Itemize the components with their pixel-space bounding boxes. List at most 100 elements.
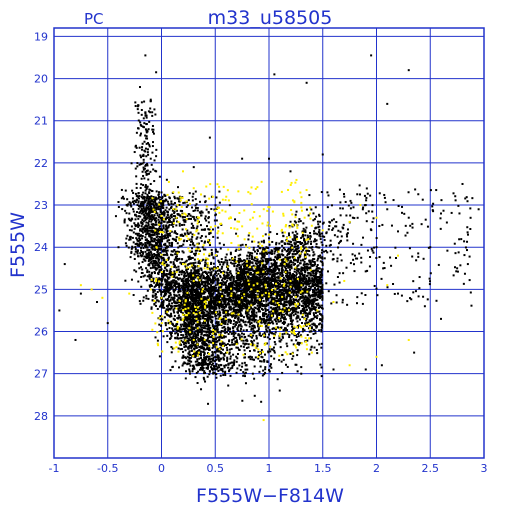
star-point xyxy=(238,307,241,310)
star-point xyxy=(234,342,237,345)
star-point xyxy=(294,312,297,315)
star-point xyxy=(196,313,199,316)
star-point xyxy=(195,334,198,337)
star-point xyxy=(260,290,263,293)
star-point xyxy=(148,213,151,216)
star-point xyxy=(223,353,226,356)
star-point xyxy=(163,200,166,203)
star-point xyxy=(185,304,188,307)
star-point xyxy=(212,325,215,328)
star-point xyxy=(312,328,315,331)
star-point xyxy=(231,285,234,288)
star-point xyxy=(208,316,211,319)
star-point xyxy=(235,321,238,324)
star-point xyxy=(257,329,260,332)
star-point xyxy=(142,296,145,299)
star-point xyxy=(161,197,164,200)
star-point xyxy=(213,273,216,276)
star-point xyxy=(210,336,213,339)
star-point xyxy=(196,284,199,287)
star-point xyxy=(209,336,212,339)
star-point xyxy=(146,256,149,259)
star-point xyxy=(250,356,253,359)
star-point xyxy=(257,323,260,326)
star-point xyxy=(168,276,171,279)
star-point xyxy=(206,306,209,309)
star-point xyxy=(178,287,181,290)
star-point xyxy=(279,346,282,349)
star-point xyxy=(134,213,137,216)
star-point xyxy=(143,229,146,232)
star-point xyxy=(227,384,230,387)
star-point xyxy=(198,349,201,352)
star-point xyxy=(149,261,152,264)
star-point xyxy=(204,360,207,363)
star-point xyxy=(177,314,180,317)
star-point xyxy=(292,292,295,295)
star-point xyxy=(207,290,210,293)
star-point xyxy=(207,285,210,288)
star-point xyxy=(181,250,184,253)
star-point xyxy=(273,336,276,339)
star-point xyxy=(219,350,222,353)
star-point xyxy=(261,356,264,359)
star-point xyxy=(154,297,157,300)
star-point xyxy=(257,319,260,322)
star-point xyxy=(150,255,153,258)
star-point xyxy=(151,295,154,298)
star-point xyxy=(315,267,318,270)
star-point xyxy=(165,249,168,252)
star-point xyxy=(189,243,192,246)
star-point xyxy=(181,328,184,331)
star-point xyxy=(134,248,137,251)
star-point xyxy=(269,314,272,317)
star-point xyxy=(223,277,226,280)
star-point xyxy=(200,279,203,282)
star-point xyxy=(250,289,253,292)
star-point xyxy=(214,333,217,336)
star-point xyxy=(171,366,174,369)
star-point xyxy=(219,314,222,317)
star-point xyxy=(199,293,202,296)
star-point xyxy=(205,208,208,211)
star-point xyxy=(226,359,229,362)
star-point xyxy=(193,258,196,261)
star-point xyxy=(156,214,159,217)
star-point xyxy=(204,288,207,291)
star-point xyxy=(166,269,169,272)
star-point xyxy=(135,237,138,240)
star-point xyxy=(171,237,174,240)
star-point xyxy=(161,283,164,286)
star-point xyxy=(197,242,200,245)
star-point xyxy=(208,332,211,335)
star-point xyxy=(140,285,143,288)
star-point xyxy=(193,367,196,370)
star-point xyxy=(180,343,183,346)
star-point xyxy=(179,261,182,264)
star-point xyxy=(176,333,179,336)
star-point xyxy=(161,211,164,214)
star-point xyxy=(183,273,186,276)
star-point xyxy=(247,334,250,337)
star-point xyxy=(200,364,203,367)
star-point xyxy=(212,235,215,238)
star-point xyxy=(251,275,254,278)
star-point xyxy=(210,357,213,360)
star-point xyxy=(292,314,295,317)
star-point xyxy=(248,263,251,266)
star-point xyxy=(147,202,150,205)
star-point xyxy=(290,274,293,277)
star-point xyxy=(182,356,185,359)
star-point xyxy=(206,225,209,228)
star-point xyxy=(285,291,288,294)
star-point xyxy=(297,282,300,285)
star-point xyxy=(320,330,323,333)
star-point xyxy=(228,351,231,354)
star-point xyxy=(221,367,224,370)
star-point xyxy=(184,331,187,334)
star-point xyxy=(260,287,263,290)
star-point xyxy=(174,272,177,275)
star-point xyxy=(318,313,321,316)
star-point xyxy=(172,309,175,312)
star-point xyxy=(143,255,146,258)
